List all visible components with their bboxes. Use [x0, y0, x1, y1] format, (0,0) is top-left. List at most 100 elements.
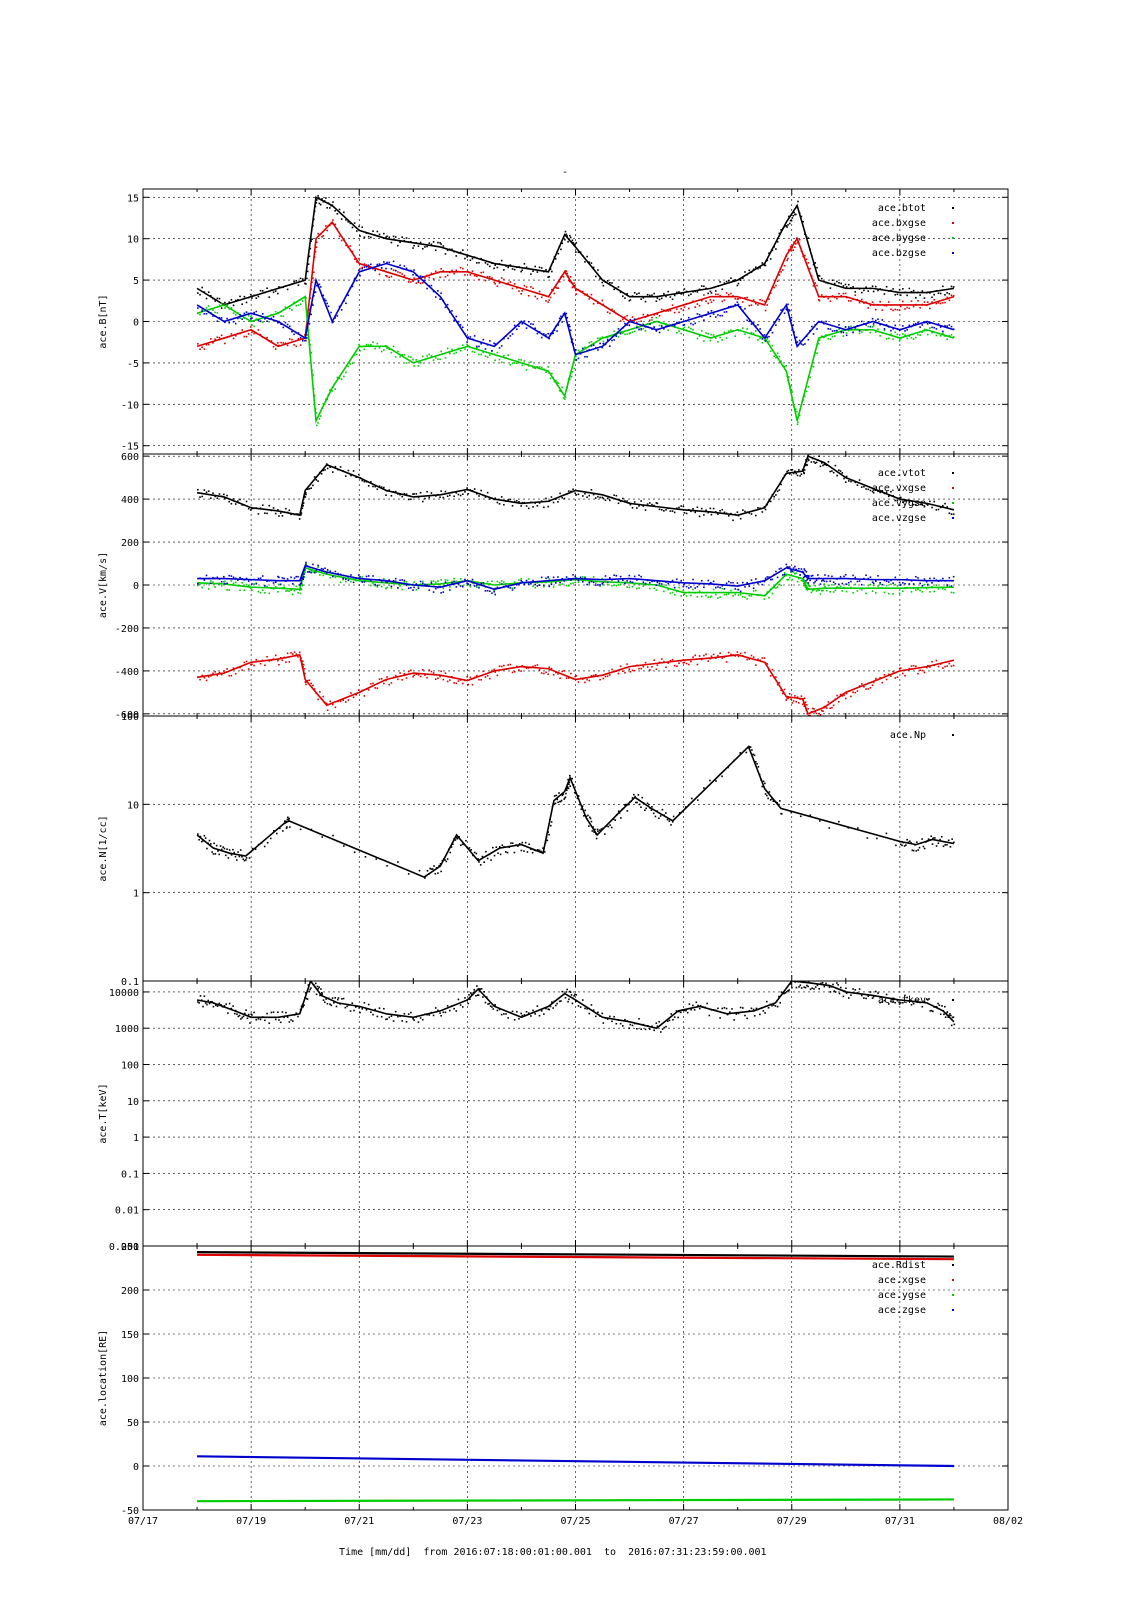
data-point: [518, 1017, 520, 1020]
data-point: [327, 305, 330, 308]
data-point: [349, 287, 352, 289]
data-point: [698, 288, 701, 291]
data-point: [385, 580, 387, 583]
data-point: [530, 323, 532, 325]
data-point: [370, 236, 372, 239]
data-point: [592, 343, 595, 346]
data-point: [496, 1009, 499, 1012]
data-point: [769, 799, 772, 801]
data-point: [300, 1005, 303, 1008]
data-point: [579, 803, 581, 806]
data-point: [663, 660, 665, 663]
data-point: [202, 1005, 204, 1008]
data-point: [768, 252, 770, 254]
data-point: [791, 391, 794, 393]
data-point: [403, 354, 406, 356]
data-point: [228, 674, 231, 677]
data-point: [344, 475, 347, 477]
data-point: [805, 709, 808, 712]
data-point: [253, 578, 255, 581]
data-point: [288, 590, 291, 592]
data-point: [575, 494, 578, 496]
data-point: [845, 475, 848, 478]
data-point: [678, 311, 680, 314]
data-point: [534, 664, 537, 667]
data-point: [629, 332, 632, 334]
data-point: [417, 587, 420, 590]
data-point: [471, 683, 474, 686]
data-point: [584, 1007, 586, 1010]
data-point: [457, 680, 460, 682]
data-point: [755, 1007, 758, 1010]
data-point: [896, 579, 899, 581]
data-point: [798, 212, 801, 214]
data-point: [359, 691, 361, 693]
data-point: [432, 494, 435, 496]
data-point: [558, 245, 561, 248]
data-point: [586, 293, 588, 296]
data-point: [736, 582, 739, 584]
data-point: [771, 344, 774, 347]
data-point: [613, 1015, 615, 1018]
data-point: [324, 469, 326, 471]
data-point: [896, 499, 899, 501]
data-point: [788, 989, 791, 991]
data-point: [570, 672, 572, 675]
data-point: [439, 276, 441, 279]
data-point: [421, 669, 424, 671]
data-point: [856, 690, 859, 692]
data-point: [428, 496, 431, 499]
data-point: [293, 280, 295, 283]
data-point: [274, 512, 277, 515]
data-point: [218, 304, 221, 307]
data-point: [801, 469, 804, 471]
data-point: [496, 501, 499, 504]
data-point: [778, 274, 781, 276]
data-point: [247, 314, 250, 317]
data-point: [471, 350, 474, 353]
data-point: [919, 669, 921, 672]
data-point: [415, 673, 418, 676]
data-point: [442, 299, 445, 302]
data-point: [829, 580, 831, 583]
data-point: [212, 492, 214, 494]
data-point: [538, 266, 541, 269]
data-point: [446, 274, 449, 277]
data-point: [579, 1006, 582, 1008]
data-point: [617, 328, 620, 330]
data-point: [939, 292, 942, 295]
data-point: [303, 576, 306, 578]
data-point: [478, 353, 480, 356]
data-point: [212, 309, 214, 311]
data-point: [871, 581, 874, 583]
data-point: [948, 299, 951, 302]
data-point: [828, 827, 831, 829]
data-point: [845, 296, 848, 299]
data-point: [586, 818, 588, 821]
data-point: [925, 587, 928, 590]
data-point: [428, 873, 430, 875]
data-point: [885, 580, 888, 583]
data-point: [356, 353, 358, 356]
data-point: [782, 992, 784, 995]
data-point: [565, 389, 568, 392]
data-point: [852, 574, 854, 577]
data-point: [543, 1013, 545, 1015]
data-point: [503, 585, 505, 588]
x-tick-label: 07/27: [669, 1516, 699, 1527]
data-point: [477, 858, 479, 860]
data-point: [547, 366, 549, 368]
data-point: [511, 287, 514, 290]
data-point: [723, 593, 726, 596]
data-point: [407, 355, 410, 358]
data-point: [579, 576, 582, 579]
data-point: [834, 589, 837, 592]
data-point: [930, 1009, 933, 1012]
data-point: [883, 329, 886, 332]
data-point: [307, 329, 310, 332]
data-point: [478, 495, 480, 497]
data-point: [931, 301, 933, 303]
data-point: [549, 377, 552, 380]
data-point: [710, 513, 713, 516]
